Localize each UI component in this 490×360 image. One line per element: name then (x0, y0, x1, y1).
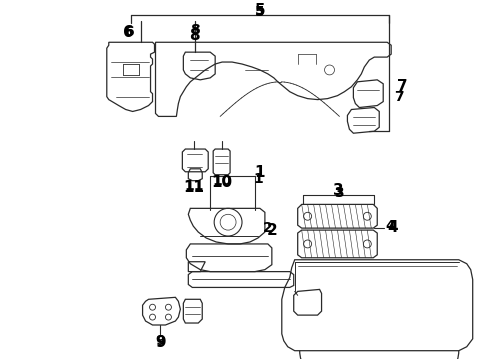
Text: 8: 8 (189, 28, 199, 43)
Text: 4: 4 (385, 219, 395, 233)
Text: 11: 11 (184, 180, 205, 195)
Text: 1: 1 (255, 165, 265, 180)
Text: 5: 5 (255, 5, 265, 19)
Text: 7: 7 (394, 90, 404, 104)
Circle shape (304, 212, 312, 220)
Text: 6: 6 (124, 26, 133, 39)
Text: 9: 9 (155, 335, 166, 350)
Circle shape (363, 212, 371, 220)
Text: 4: 4 (387, 220, 397, 235)
Text: 3: 3 (333, 183, 344, 198)
Text: 6: 6 (123, 25, 134, 40)
Circle shape (363, 240, 371, 248)
Text: 5: 5 (255, 3, 265, 18)
Text: 2: 2 (263, 221, 273, 235)
Text: 2: 2 (267, 222, 277, 238)
Text: 1: 1 (253, 172, 263, 186)
Text: 3: 3 (334, 185, 343, 199)
Text: 10: 10 (213, 174, 232, 188)
Circle shape (304, 240, 312, 248)
Text: 9: 9 (156, 334, 165, 348)
Text: 11: 11 (185, 179, 204, 193)
Text: 8: 8 (191, 23, 200, 37)
Text: 7: 7 (397, 79, 407, 94)
Text: 10: 10 (212, 175, 233, 190)
